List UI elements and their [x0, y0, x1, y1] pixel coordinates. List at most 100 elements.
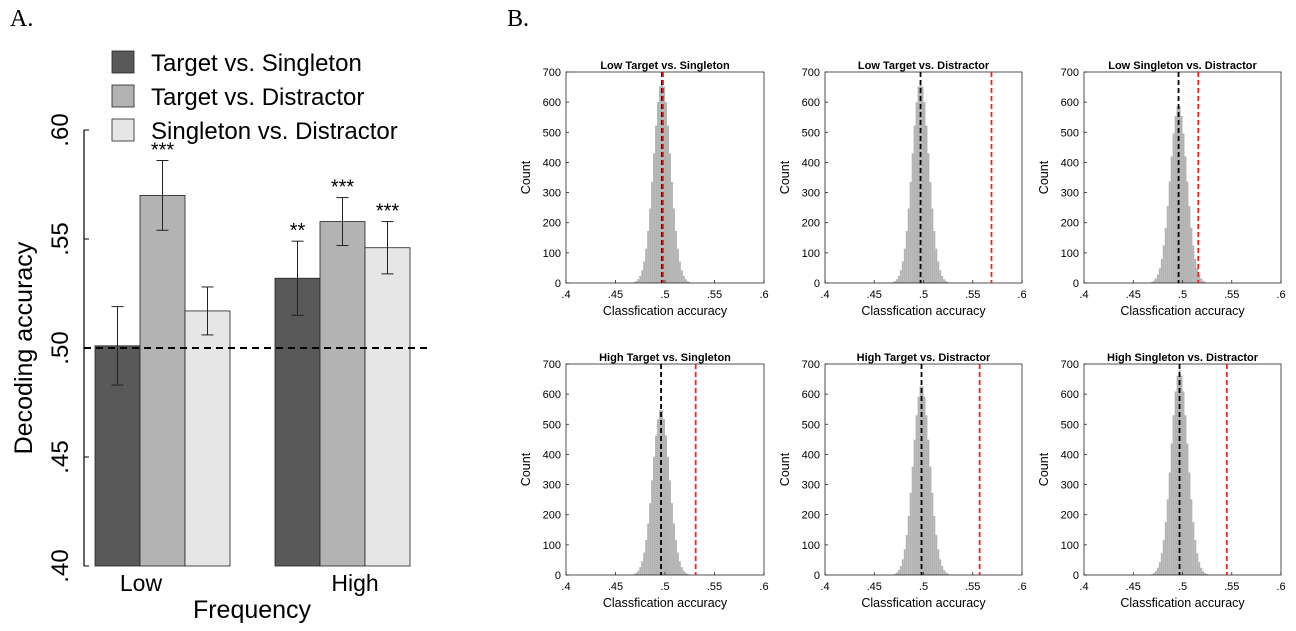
histogram-bin — [665, 435, 667, 575]
x-tick-label: .6 — [1276, 581, 1285, 593]
x-category-label: Low — [120, 570, 163, 596]
x-tick-label: .45 — [608, 289, 623, 301]
y-tick-label: 0 — [555, 570, 561, 582]
x-axis-title: Classfication accuracy — [861, 304, 986, 318]
histogram-bin — [680, 567, 683, 575]
y-tick-label: 100 — [543, 248, 561, 260]
bar — [139, 194, 186, 567]
histogram-bin — [913, 125, 916, 283]
histogram-bin — [897, 275, 900, 283]
y-tick-label: 0 — [1073, 570, 1079, 582]
y-tick-label: 400 — [802, 157, 820, 169]
histogram-bin — [937, 261, 940, 283]
histogram-bin — [674, 540, 677, 575]
y-tick-label: 600 — [1061, 97, 1079, 109]
histogram-bin — [647, 230, 650, 283]
histogram-bin — [915, 415, 918, 575]
y-tick-label: 700 — [1061, 359, 1079, 371]
histogram-bin — [649, 503, 652, 575]
histogram-bin — [1182, 133, 1185, 283]
histogram-bin — [1192, 245, 1195, 283]
permutation-histogram-grid: 0 100 200 300 400 500 600 700 .4 .45 .5 .55 .6 Low Ta… — [519, 60, 1286, 610]
histogram-bin — [1152, 280, 1155, 283]
y-tick-label: 700 — [802, 359, 820, 371]
x-tick-label: .45 — [867, 581, 882, 593]
x-tick-label: .5 — [919, 289, 928, 301]
histogram-bin — [903, 549, 906, 575]
y-tick-label: 0 — [814, 570, 820, 582]
histogram-title: High Singleton vs. Distractor — [1107, 352, 1259, 364]
histogram-bin — [641, 561, 644, 575]
y-tick-label: 100 — [1061, 248, 1079, 260]
histogram-bin — [1152, 573, 1155, 575]
histogram-bin — [947, 282, 950, 283]
y-tick-label: .55 — [47, 222, 74, 255]
y-axis-title: Count — [519, 160, 533, 194]
y-tick-label: 300 — [802, 480, 820, 492]
y-tick-label: 200 — [543, 218, 561, 230]
x-tick-label: .6 — [759, 581, 768, 593]
histogram-bin — [1200, 278, 1203, 283]
x-axis-title: Classfication accuracy — [861, 596, 986, 610]
significance-marker: *** — [151, 140, 175, 162]
histogram-bin — [649, 208, 652, 283]
histogram-bin — [655, 435, 658, 575]
x-tick-label: .6 — [1276, 289, 1285, 301]
y-tick-label: 500 — [802, 127, 820, 139]
histogram-bin — [643, 261, 646, 283]
histogram-bin — [678, 561, 681, 575]
histogram-bin — [680, 270, 683, 283]
significance-marker: ** — [290, 220, 306, 242]
histogram-bin — [666, 456, 669, 575]
histogram-bin — [639, 275, 642, 283]
histogram-bin — [663, 419, 665, 575]
histogram-bin — [945, 572, 948, 575]
histogram-bin — [911, 466, 914, 575]
y-axis-title: Count — [778, 160, 792, 194]
histogram-bin — [1200, 567, 1203, 575]
bar — [364, 247, 411, 567]
histogram-bin — [1174, 115, 1177, 283]
histogram-bin — [923, 102, 926, 284]
x-tick-label: .45 — [1126, 581, 1141, 593]
histogram-bin — [933, 230, 936, 283]
y-tick-label: 600 — [802, 389, 820, 401]
histogram-bin — [1204, 281, 1207, 283]
histogram-bin — [903, 248, 906, 283]
histogram-bin — [907, 516, 910, 575]
y-tick-label: 200 — [802, 218, 820, 230]
x-tick-label: .55 — [707, 289, 722, 301]
histogram-bin — [1206, 574, 1209, 575]
histogram-bin — [929, 466, 932, 575]
histogram-bin — [1194, 258, 1197, 283]
histogram-bin — [927, 153, 930, 283]
histogram-bin — [668, 480, 671, 575]
histogram-bin — [1160, 258, 1163, 283]
y-tick-label: 200 — [802, 510, 820, 522]
y-tick-label: 500 — [802, 419, 820, 431]
histogram-bin — [1162, 540, 1165, 575]
histogram-bin — [1160, 553, 1163, 575]
histogram-bin — [1184, 156, 1187, 283]
significance-marker: *** — [331, 177, 355, 199]
histogram-bin — [937, 549, 940, 575]
histogram-bin — [1180, 375, 1183, 575]
histogram-bin — [909, 492, 912, 575]
histogram-bin — [1202, 280, 1205, 283]
y-tick-label: 500 — [543, 127, 561, 139]
histogram-bin — [659, 86, 662, 283]
y-tick-label: 100 — [543, 540, 561, 552]
histogram-bin — [682, 275, 685, 283]
y-tick-label: 300 — [543, 188, 561, 200]
histogram-bin — [939, 270, 942, 283]
y-tick-label: 200 — [1061, 218, 1079, 230]
legend-swatch — [111, 84, 135, 108]
x-tick-label: .5 — [660, 581, 669, 593]
histogram-bin — [917, 396, 920, 575]
histogram-bin — [891, 282, 894, 283]
histogram-bin — [653, 456, 656, 575]
histogram-bin — [1156, 274, 1159, 283]
x-tick-label: .4 — [1079, 289, 1088, 301]
histogram-bin — [635, 572, 638, 575]
